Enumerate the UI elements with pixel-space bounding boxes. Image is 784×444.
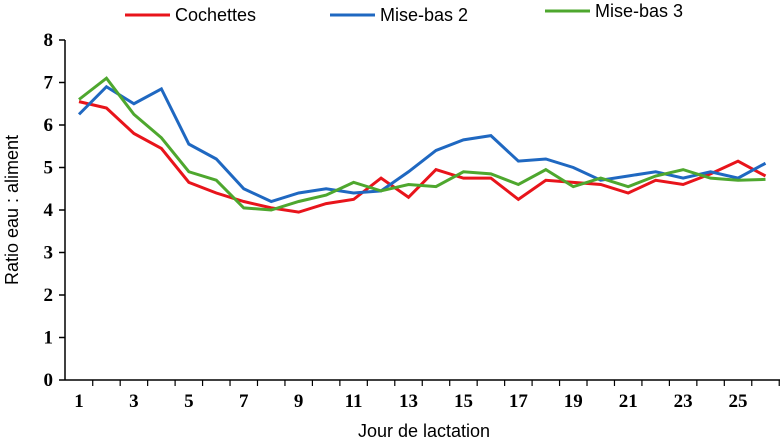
legend-label: Mise-bas 2 — [380, 5, 468, 25]
x-tick-label: 11 — [345, 391, 363, 412]
series-group — [77, 76, 767, 214]
x-tick-label: 23 — [674, 391, 693, 412]
x-axis-label: Jour de lactation — [358, 421, 490, 441]
y-tick-label: 7 — [44, 73, 54, 94]
legend-label: Cochettes — [175, 5, 256, 25]
series-line-2 — [77, 84, 767, 204]
x-tick-label: 5 — [184, 391, 194, 412]
x-tick-label: 19 — [564, 391, 583, 412]
y-tick-label: 2 — [44, 285, 54, 306]
series-line-1 — [78, 100, 767, 214]
x-tick-label: 25 — [729, 391, 748, 412]
x-tick-label: 13 — [399, 391, 418, 412]
y-tick-label: 3 — [44, 243, 54, 264]
legend: Cochettes Mise-bas 2 Mise-bas 3 — [125, 1, 683, 25]
y-tick-label: 5 — [44, 158, 54, 179]
x-tick-label: 17 — [509, 391, 529, 412]
y-tick-label: 8 — [44, 30, 54, 51]
y-axis-label: Ratio eau : aliment — [2, 135, 22, 285]
x-tick-label: 15 — [454, 391, 473, 412]
y-tick-label: 6 — [44, 115, 54, 136]
x-tick-label: 7 — [239, 391, 249, 412]
y-tick-label: 4 — [44, 200, 54, 221]
x-tick-label: 3 — [129, 391, 139, 412]
y-tick-label: 0 — [44, 370, 54, 391]
x-tick-label: 21 — [619, 391, 638, 412]
y-tick-label: 1 — [44, 328, 54, 349]
series-line-3 — [78, 76, 766, 212]
legend-label: Mise-bas 3 — [595, 1, 683, 21]
x-tick-label: 1 — [74, 391, 84, 412]
x-tick-label: 9 — [294, 391, 304, 412]
